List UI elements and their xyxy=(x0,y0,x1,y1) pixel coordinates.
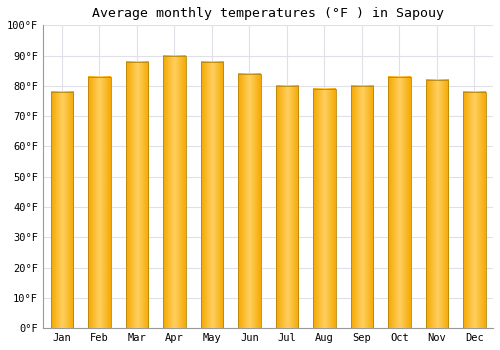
Bar xyxy=(126,62,148,328)
Bar xyxy=(163,56,186,328)
Bar xyxy=(463,92,485,328)
Title: Average monthly temperatures (°F ) in Sapouy: Average monthly temperatures (°F ) in Sa… xyxy=(92,7,444,20)
Bar xyxy=(276,86,298,328)
Bar xyxy=(200,62,223,328)
Bar xyxy=(88,77,110,328)
Bar xyxy=(50,92,73,328)
Bar xyxy=(238,74,260,328)
Bar xyxy=(350,86,373,328)
Bar xyxy=(388,77,410,328)
Bar xyxy=(426,80,448,328)
Bar xyxy=(313,89,336,328)
